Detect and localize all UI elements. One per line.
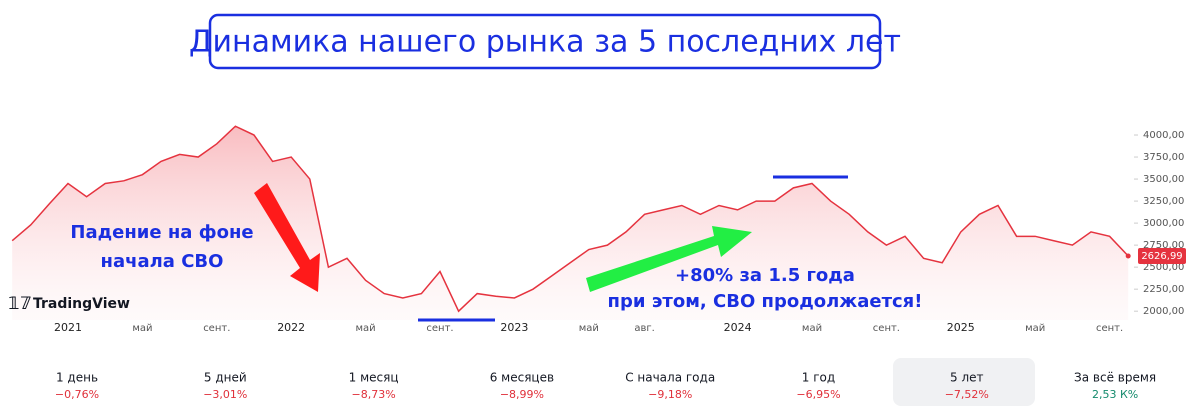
last-price-label: 2626,99 (1141, 251, 1182, 262)
period-change: −3,01% (203, 388, 247, 401)
period-label[interactable]: За всё время (1074, 371, 1156, 385)
up-arrow (586, 226, 752, 292)
period-bar: 1 день −0,76% 5 дней −3,01% 1 месяц −8,73% 6 м… (55, 371, 1156, 402)
period-label[interactable]: 5 дней (204, 371, 247, 385)
area-fill (12, 126, 1129, 320)
x-tick-label: сент. (1096, 323, 1123, 334)
period-change: −7,52% (945, 388, 989, 401)
x-tick-label: сент. (873, 323, 900, 334)
period-change: −0,76% (55, 388, 99, 401)
period-label[interactable]: 1 месяц (349, 371, 399, 385)
x-tick-label: май (802, 323, 822, 334)
period-change: −6,95% (796, 388, 840, 401)
x-tick-label: май (132, 323, 152, 334)
period-label[interactable]: 1 год (802, 371, 835, 385)
x-tick-label: 2023 (500, 321, 528, 334)
x-tick-label: авг. (634, 323, 654, 334)
y-tick-label: 4000,00 (1143, 130, 1184, 141)
annotation: +80% за 1.5 года (675, 265, 855, 286)
y-tick-label: 3500,00 (1143, 174, 1184, 185)
x-tick-label: сент. (426, 323, 453, 334)
logo-mark: 𝟙𝟟 (8, 294, 32, 314)
period-change: −8,73% (352, 388, 396, 401)
x-tick-label: 2024 (724, 321, 752, 334)
y-tick-label: 3750,00 (1143, 152, 1184, 163)
y-tick-label: 2750,00 (1143, 240, 1184, 251)
title-box (208, 13, 882, 70)
last-point (1125, 253, 1131, 259)
y-tick-label: 2500,00 (1143, 262, 1184, 273)
y-tick-label: 2250,00 (1143, 284, 1184, 295)
selected-period-bg (893, 358, 1035, 406)
x-tick-label: 2021 (54, 321, 82, 334)
period-change: −8,99% (500, 388, 544, 401)
x-tick-label: май (579, 323, 599, 334)
down-arrow (254, 183, 320, 292)
plot: 2000,00 2250,00 2500,00 2750,00 3000,00 3250,… (11, 125, 1186, 334)
x-tick-label: май (1025, 323, 1045, 334)
x-tick-label: май (356, 323, 376, 334)
annotation: начала СВО (101, 251, 224, 272)
price-line (11, 125, 1129, 313)
period-change: 2,53 К% (1092, 388, 1138, 401)
period-label[interactable]: С начала года (625, 371, 715, 385)
period-change: −9,18% (648, 388, 692, 401)
y-tick-label: 2000,00 (1143, 306, 1184, 317)
period-label[interactable]: 1 день (56, 371, 98, 385)
x-tick-label: 2022 (277, 321, 305, 334)
y-tick-label: 3000,00 (1143, 218, 1184, 229)
watermark: TradingView (33, 296, 130, 312)
annotation: Падение на фоне (70, 222, 253, 243)
annotation: при этом, СВО продолжается! (608, 291, 923, 312)
y-tick-label: 3250,00 (1143, 196, 1184, 207)
period-label[interactable]: 5 лет (950, 371, 984, 385)
title: Динамика нашего рынка за 5 последних лет (189, 25, 901, 60)
period-label[interactable]: 6 месяцев (490, 371, 554, 385)
x-tick-label: 2025 (947, 321, 975, 334)
last-price-box (1138, 247, 1186, 264)
x-tick-label: сент. (203, 323, 230, 334)
